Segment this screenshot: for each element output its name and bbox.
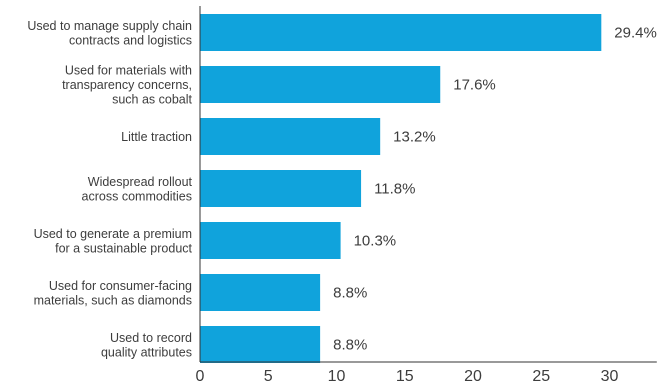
category-label-3: Widespread rollout across commodities xyxy=(82,175,193,204)
value-label-3: 11.8% xyxy=(374,181,415,198)
category-label-line: across commodities xyxy=(82,189,192,203)
category-label-line: such as cobalt xyxy=(112,93,192,107)
category-label-line: transparency concerns, xyxy=(62,78,192,92)
category-label-line: Used for consumer-facing xyxy=(49,279,192,293)
value-label-1: 17.6% xyxy=(453,77,496,94)
value-label-4: 10.3% xyxy=(354,233,397,250)
bar-5 xyxy=(200,274,321,311)
category-labels-group: Used to manage supply chain contracts and… xyxy=(27,19,192,360)
x-tick-label-0: 0 xyxy=(196,368,205,383)
category-label-2: Little traction xyxy=(121,130,192,144)
category-label-line: Used to generate a premium xyxy=(34,227,192,241)
x-tick-label-3: 15 xyxy=(396,368,414,383)
bar-0 xyxy=(200,14,602,51)
x-tick-label-2: 10 xyxy=(328,368,346,383)
x-tick-label-1: 5 xyxy=(264,368,273,383)
value-label-6: 8.8% xyxy=(333,337,367,354)
x-tick-label-6: 30 xyxy=(601,368,619,383)
value-label-5: 8.8% xyxy=(333,285,367,302)
bars-group xyxy=(200,14,602,363)
bar-1 xyxy=(200,66,441,103)
category-label-line: Used for materials with xyxy=(65,64,192,78)
category-label-line: quality attributes xyxy=(101,345,192,359)
bar-4 xyxy=(200,222,341,259)
bar-2 xyxy=(200,118,381,155)
category-label-4: Used to generate a premium for a sustaina… xyxy=(34,227,193,256)
category-label-6: Used to record quality attributes xyxy=(101,331,192,360)
value-label-0: 29.4% xyxy=(614,25,657,42)
category-label-line: Used to manage supply chain xyxy=(27,19,192,33)
value-label-2: 13.2% xyxy=(393,129,436,146)
x-tick-label-5: 25 xyxy=(532,368,550,383)
category-label-line: for a sustainable product xyxy=(55,241,192,255)
bar-3 xyxy=(200,170,362,207)
category-label-line: Widespread rollout xyxy=(88,175,193,189)
category-label-5: Used for consumer-facing materials, such … xyxy=(34,279,192,308)
x-ticks-group: 0 5 10 15 20 25 30 xyxy=(196,368,619,383)
category-label-line: contracts and logistics xyxy=(69,33,192,47)
bar-6 xyxy=(200,326,321,363)
category-label-0: Used to manage supply chain contracts and… xyxy=(27,19,192,48)
value-labels-group: 29.4% 17.6% 13.2% 11.8% 10.3% 8.8% 8.8% xyxy=(333,25,657,354)
category-label-1: Used for materials with transparency conc… xyxy=(62,64,192,107)
category-label-line: materials, such as diamonds xyxy=(34,293,192,307)
category-label-line: Used to record xyxy=(110,331,192,345)
category-label-line: Little traction xyxy=(121,130,192,144)
x-tick-label-4: 20 xyxy=(464,368,482,383)
